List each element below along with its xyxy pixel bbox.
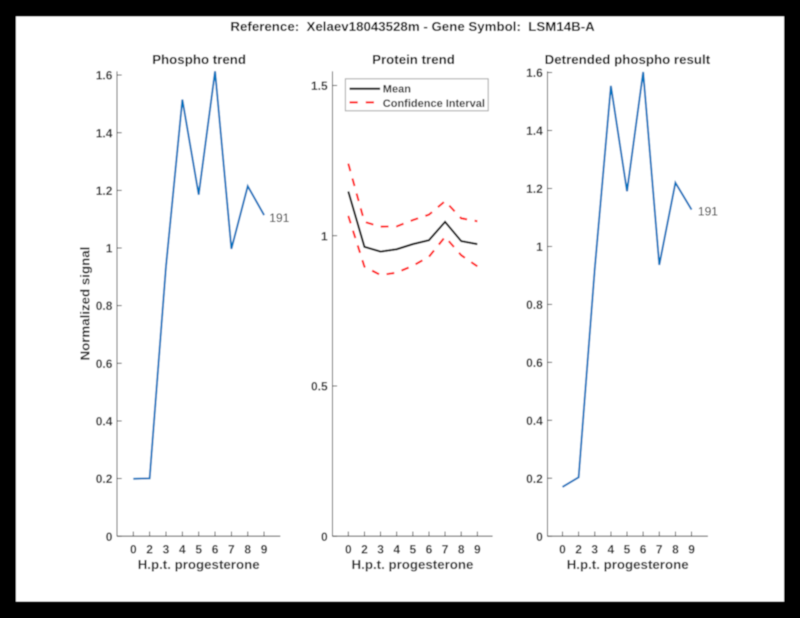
svg-text:0.8: 0.8 (526, 298, 543, 312)
svg-text:0: 0 (106, 530, 113, 544)
svg-text:7: 7 (442, 542, 449, 556)
svg-text:191: 191 (269, 211, 289, 225)
svg-text:H.p.t. progesterone: H.p.t. progesterone (567, 557, 689, 572)
svg-text:0: 0 (536, 530, 543, 544)
svg-text:Reference: Xelaev18043528m -: Reference: Xelaev18043528m - Gene Symbol… (230, 19, 595, 34)
svg-text:4: 4 (393, 542, 400, 556)
svg-text:1: 1 (321, 229, 328, 243)
svg-text:7: 7 (228, 542, 235, 556)
svg-text:0.6: 0.6 (526, 356, 543, 370)
svg-text:5: 5 (624, 542, 631, 556)
svg-text:0.5: 0.5 (311, 380, 328, 394)
svg-text:0.8: 0.8 (96, 299, 113, 313)
svg-text:5: 5 (409, 542, 416, 556)
svg-text:0: 0 (559, 542, 566, 556)
svg-text:1.2: 1.2 (96, 184, 113, 198)
svg-text:1: 1 (106, 242, 113, 256)
svg-text:3: 3 (163, 542, 170, 556)
svg-text:0.2: 0.2 (96, 472, 113, 486)
svg-text:8: 8 (672, 542, 679, 556)
svg-text:0.2: 0.2 (526, 472, 543, 486)
svg-text:9: 9 (474, 542, 481, 556)
svg-text:9: 9 (261, 542, 268, 556)
svg-text:7: 7 (656, 542, 663, 556)
svg-text:6: 6 (426, 542, 433, 556)
svg-text:0.4: 0.4 (526, 414, 543, 428)
svg-text:3: 3 (591, 542, 598, 556)
svg-text:Mean: Mean (383, 84, 411, 96)
svg-text:2: 2 (361, 542, 368, 556)
svg-text:4: 4 (608, 542, 615, 556)
svg-text:2: 2 (575, 542, 582, 556)
svg-text:6: 6 (212, 542, 219, 556)
svg-text:3: 3 (377, 542, 384, 556)
svg-text:8: 8 (244, 542, 251, 556)
svg-text:0: 0 (130, 542, 137, 556)
svg-text:1.4: 1.4 (96, 126, 113, 140)
svg-text:2: 2 (146, 542, 153, 556)
svg-text:H.p.t. progesterone: H.p.t. progesterone (138, 557, 260, 572)
svg-text:1.4: 1.4 (526, 124, 543, 138)
svg-text:0: 0 (345, 542, 352, 556)
svg-text:0: 0 (321, 530, 328, 544)
svg-text:6: 6 (640, 542, 647, 556)
svg-text:1.6: 1.6 (526, 66, 543, 80)
svg-text:191: 191 (698, 205, 718, 219)
svg-text:Phospho trend: Phospho trend (152, 52, 246, 67)
svg-text:Confidence Interval: Confidence Interval (383, 98, 485, 110)
svg-text:5: 5 (195, 542, 202, 556)
svg-text:Normalized signal: Normalized signal (78, 247, 93, 361)
svg-text:1.5: 1.5 (311, 79, 328, 93)
svg-text:8: 8 (458, 542, 465, 556)
svg-text:1.2: 1.2 (526, 182, 543, 196)
svg-text:H.p.t. progesterone: H.p.t. progesterone (352, 557, 474, 572)
svg-text:Detrended phospho result: Detrended phospho result (545, 52, 711, 67)
svg-text:4: 4 (179, 542, 186, 556)
svg-text:1: 1 (536, 240, 543, 254)
svg-text:9: 9 (688, 542, 695, 556)
svg-text:Protein trend: Protein trend (372, 52, 455, 67)
svg-text:1.6: 1.6 (96, 69, 113, 83)
svg-text:0.6: 0.6 (96, 357, 113, 371)
svg-text:0.4: 0.4 (96, 415, 113, 429)
